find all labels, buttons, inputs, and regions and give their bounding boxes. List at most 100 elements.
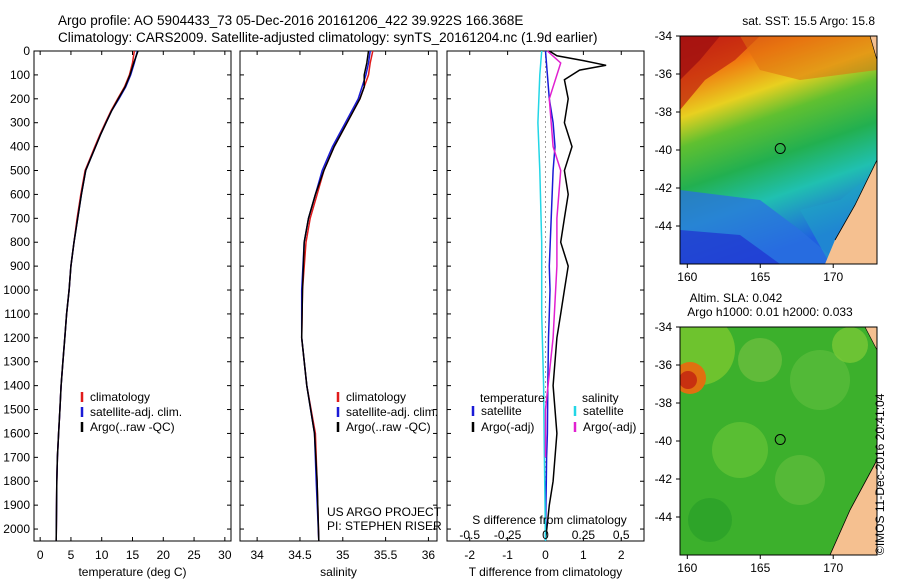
top-tick-label: 0.25 (572, 528, 596, 542)
project-annotation: PI: STEPHEN RISER (327, 519, 442, 533)
series-line-salinity-0 (300, 50, 374, 542)
project-annotation: US ARGO PROJECT (327, 505, 442, 519)
y-tick-label: 1100 (4, 307, 30, 321)
map-y-tick-label: -36 (655, 67, 673, 81)
x-tick-label: 10 (95, 548, 109, 562)
x-axis-label: temperature (deg C) (78, 565, 186, 579)
x-tick-label: 35.5 (374, 548, 398, 562)
sla-map-image (680, 327, 877, 555)
legend-label: climatology (90, 390, 150, 404)
map-y-tick-label: -42 (655, 181, 673, 195)
profile-title: Argo profile: AO 5904433_73 05-Dec-2016 … (58, 13, 524, 28)
map-y-tick-label: -40 (655, 143, 673, 157)
x-axis-label: salinity (320, 565, 357, 579)
x-tick-label: 36 (422, 548, 436, 562)
map-y-tick-label: -44 (655, 219, 673, 233)
y-tick-label: 1900 (3, 498, 30, 512)
x-tick-label: 25 (187, 548, 201, 562)
legend-label: Argo(-adj) (583, 420, 636, 434)
x-tick-label: 5 (68, 548, 75, 562)
x-tick-label: 30 (218, 548, 232, 562)
map-y-tick-label: -44 (655, 510, 673, 524)
legend-label: satellite-adj. clim. (346, 405, 438, 419)
plot-frame-temperature (33, 50, 232, 542)
y-tick-label: 1800 (3, 474, 30, 488)
map-y-tick-label: -34 (655, 320, 673, 334)
map-y-tick-label: -34 (655, 29, 673, 43)
y-tick-label: 200 (10, 92, 30, 106)
legend-header-temperature: temperature (480, 391, 545, 405)
series-line-difference-0 (544, 50, 556, 542)
top-tick-label: 0 (542, 528, 549, 542)
map-x-tick-label: 160 (677, 270, 697, 284)
y-tick-label: 900 (10, 259, 30, 273)
top-x-axis-label: S difference from climatology (472, 513, 627, 527)
y-tick-label: 2000 (3, 522, 30, 536)
x-tick-label: 20 (157, 548, 171, 562)
map-x-tick-label: 160 (677, 561, 697, 575)
map-x-tick-label: 170 (823, 270, 843, 284)
y-tick-label: 1200 (3, 331, 30, 345)
map-y-tick-label: -36 (655, 358, 673, 372)
series-line-salinity-2 (300, 50, 370, 542)
legend-label: Argo(-adj) (481, 420, 534, 434)
x-tick-label: 1 (580, 548, 587, 562)
legend-label: climatology (346, 390, 406, 404)
map-x-tick-label: 170 (823, 561, 843, 575)
x-tick-label: 34 (250, 548, 264, 562)
legend-label: satellite-adj. clim. (90, 405, 182, 419)
map-x-tick-label: 165 (750, 561, 770, 575)
y-tick-label: 1600 (3, 426, 30, 440)
y-tick-label: 400 (10, 140, 30, 154)
sst-map-image (680, 36, 877, 264)
float-marker (774, 434, 786, 446)
map-y-tick-label: -38 (655, 396, 673, 410)
x-tick-label: 2 (618, 548, 625, 562)
legend-label: satellite (583, 404, 624, 418)
y-tick-label: 500 (10, 164, 30, 178)
map-x-tick-label: 165 (750, 270, 770, 284)
legend-label: satellite (481, 404, 522, 418)
series-line-temperature-2 (55, 50, 139, 542)
y-tick-label: 300 (10, 116, 30, 130)
x-tick-label: 0 (542, 548, 549, 562)
y-tick-label: 100 (10, 68, 30, 82)
series-line-difference-2 (537, 50, 547, 542)
map-title: sat. SST: 15.5 Argo: 15.8 (742, 14, 875, 28)
series-line-difference-3 (544, 50, 562, 458)
y-tick-label: 1300 (3, 355, 30, 369)
top-tick-label: -0.25 (494, 528, 522, 542)
y-tick-label: 700 (10, 211, 30, 225)
float-marker (774, 143, 786, 155)
x-tick-label: 0 (37, 548, 44, 562)
top-tick-label: 0.5 (613, 528, 630, 542)
x-axis-label: T difference from climatology (469, 565, 623, 579)
x-tick-label: 34.5 (288, 548, 312, 562)
y-tick-label: 1500 (3, 403, 30, 417)
y-tick-label: 1400 (3, 379, 30, 393)
series-line-difference-1 (544, 50, 607, 542)
series-line-salinity-1 (300, 50, 371, 542)
x-tick-label: -2 (464, 548, 475, 562)
y-tick-label: 800 (10, 235, 30, 249)
y-tick-label: 1000 (3, 283, 30, 297)
y-tick-label: 600 (10, 187, 30, 201)
legend-header-salinity: salinity (582, 391, 619, 405)
x-tick-label: -1 (502, 548, 513, 562)
y-tick-label: 1700 (3, 450, 30, 464)
legend-label: Argo(..raw -QC) (346, 420, 431, 434)
map-subtitle: Argo h1000: 0.01 h2000: 0.033 (687, 305, 853, 319)
plot-frame-salinity (239, 50, 438, 542)
credit-label: ©IMOS 11-Dec-2016 20:41:04 (873, 393, 887, 555)
map-y-tick-label: -38 (655, 105, 673, 119)
x-tick-label: 35 (336, 548, 350, 562)
x-tick-label: 15 (126, 548, 140, 562)
y-tick-label: 0 (23, 44, 30, 58)
climatology-title: Climatology: CARS2009. Satellite-adjuste… (58, 30, 598, 45)
map-y-tick-label: -42 (655, 472, 673, 486)
top-tick-label: -0.5 (459, 528, 480, 542)
map-y-tick-label: -40 (655, 434, 673, 448)
map-title: Altim. SLA: 0.042 (690, 291, 783, 305)
legend-label: Argo(..raw -QC) (90, 420, 175, 434)
